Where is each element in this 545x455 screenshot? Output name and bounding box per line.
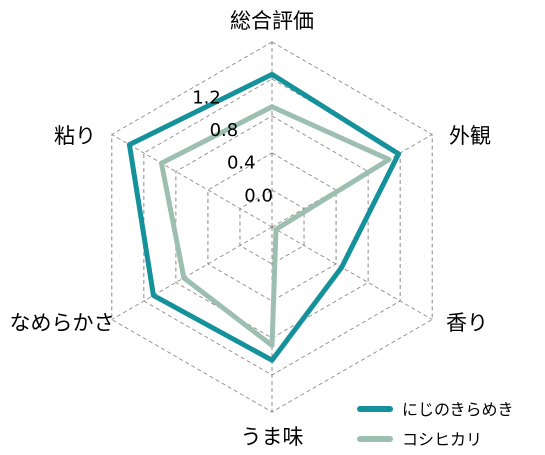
legend: にじのきらめき コシヒカリ [357, 400, 514, 449]
radar-series [126, 71, 402, 363]
legend-label-nijinokirameki: にじのきらめき [402, 400, 514, 419]
tick-label: 0.8 [210, 120, 239, 141]
axis-label-overall: 総合評価 [230, 9, 314, 33]
tick-label: 1.2 [192, 87, 221, 108]
grid-spoke [111, 226, 273, 320]
axis-label-aroma: 香り [446, 311, 488, 335]
tick-label: 0.4 [227, 153, 256, 174]
grid-spoke [271, 226, 433, 320]
legend-label-koshihikari: コシヒカリ [402, 430, 482, 449]
grid-spoke [111, 134, 273, 228]
axis-label-umami: うま味 [241, 425, 304, 449]
series-line-1 [158, 104, 392, 348]
axis-label-appearance: 外観 [449, 124, 491, 148]
series-line-0 [126, 71, 402, 363]
tick-label: 0.0 [244, 185, 273, 206]
axis-label-stickiness: 粘り [54, 124, 96, 148]
axis-label-smoothness: なめらかさ [10, 311, 115, 335]
